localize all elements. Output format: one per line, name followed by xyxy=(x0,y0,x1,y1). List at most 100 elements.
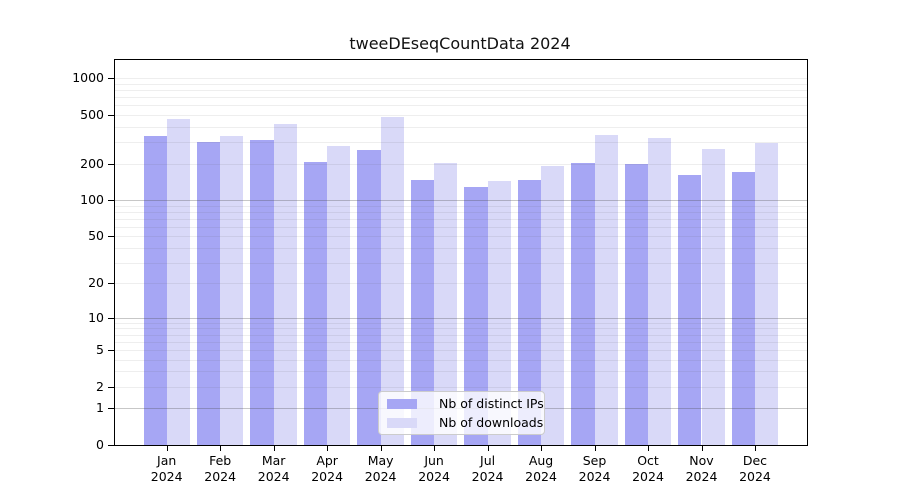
x-tick-label-apr: Apr 2024 xyxy=(311,453,344,484)
x-tick-label-jul: Jul 2024 xyxy=(471,453,504,484)
y-tick-label-20: 20 xyxy=(88,275,104,291)
y-tick-2 xyxy=(108,386,114,388)
bar-distinct-ips-nov xyxy=(678,174,702,445)
bar-downloads-aug xyxy=(541,165,565,445)
y-tick-0 xyxy=(108,445,114,446)
gridline-500 xyxy=(115,115,807,117)
x-tick-label-mar: Mar 2024 xyxy=(257,453,290,484)
x-tick-apr xyxy=(327,446,329,451)
x-tick-mar xyxy=(273,446,275,451)
gridline-60 xyxy=(115,226,807,228)
y-tick-label-5: 5 xyxy=(96,341,104,357)
y-tick-10 xyxy=(108,317,114,319)
x-tick-label-feb: Feb 2024 xyxy=(204,453,237,484)
bar-distinct-ips-jun xyxy=(410,180,435,445)
x-tick-nov xyxy=(701,446,703,451)
y-tick-label-200: 200 xyxy=(80,155,104,171)
y-tick-label-10: 10 xyxy=(88,309,104,325)
gridline-8 xyxy=(115,328,807,330)
bar-downloads-nov xyxy=(701,148,725,445)
gridline-40 xyxy=(115,247,807,249)
gridline-30 xyxy=(115,262,807,264)
legend-item-distinct-ips: Nb of distinct IPs xyxy=(387,396,544,411)
x-tick-jul xyxy=(487,446,489,451)
x-tick-label-jan: Jan 2024 xyxy=(150,453,183,484)
gridline-800 xyxy=(115,90,807,92)
x-tick-dec xyxy=(754,446,756,451)
x-tick-may xyxy=(380,446,382,451)
x-tick-jan xyxy=(166,446,168,451)
y-tick-label-2: 2 xyxy=(96,378,104,394)
bar-downloads-feb xyxy=(220,136,244,445)
bar-distinct-ips-jan xyxy=(143,136,167,445)
y-tick-label-1: 1 xyxy=(96,400,104,416)
gridline-70 xyxy=(115,218,807,220)
y-tick-100 xyxy=(108,200,114,202)
x-tick-label-oct: Oct 2024 xyxy=(632,453,664,484)
gridline-600 xyxy=(115,105,807,107)
gridline-5 xyxy=(115,349,807,351)
y-tick-label-50: 50 xyxy=(88,228,104,244)
legend-item-downloads: Nb of downloads xyxy=(387,415,543,430)
bar-distinct-ips-oct xyxy=(624,164,648,445)
legend-label-distinct-ips: Nb of distinct IPs xyxy=(439,396,544,411)
legend-swatch-distinct-ips xyxy=(387,398,417,409)
gridline-100 xyxy=(115,200,807,202)
bar-downloads-dec xyxy=(754,142,779,445)
gridline-9 xyxy=(115,322,807,324)
legend: Nb of distinct IPs Nb of downloads xyxy=(378,391,545,435)
legend-swatch-downloads xyxy=(387,417,417,428)
gridline-50 xyxy=(115,236,807,238)
gridline-10 xyxy=(115,317,807,319)
y-tick-500 xyxy=(108,115,114,117)
gridline-80 xyxy=(115,211,807,213)
x-tick-feb xyxy=(220,446,222,451)
x-tick-label-dec: Dec 2024 xyxy=(739,453,771,484)
x-tick-label-jun: Jun 2024 xyxy=(418,453,450,484)
bar-downloads-sep xyxy=(594,134,618,445)
bar-downloads-jul xyxy=(487,180,511,445)
bar-distinct-ips-feb xyxy=(196,142,221,445)
gridline-90 xyxy=(115,205,807,207)
y-tick-label-100: 100 xyxy=(80,192,104,208)
y-tick-20 xyxy=(108,283,114,285)
bar-distinct-ips-dec xyxy=(731,172,755,445)
chart-title: tweeDEseqCountData 2024 xyxy=(349,34,571,53)
bar-distinct-ips-sep xyxy=(571,162,595,445)
y-tick-1000 xyxy=(108,78,114,80)
y-tick-50 xyxy=(108,236,114,238)
gridline-900 xyxy=(115,83,807,85)
y-tick-200 xyxy=(108,163,114,165)
gridline-1000 xyxy=(115,78,807,80)
x-tick-aug xyxy=(541,446,543,451)
bar-distinct-ips-may xyxy=(357,150,381,445)
legend-label-downloads: Nb of downloads xyxy=(439,415,544,430)
gridline-700 xyxy=(115,97,807,99)
y-tick-5 xyxy=(108,349,114,351)
bar-downloads-jun xyxy=(434,162,458,445)
gridline-400 xyxy=(115,126,807,128)
y-tick-label-1000: 1000 xyxy=(72,70,104,86)
bar-distinct-ips-jul xyxy=(464,187,488,445)
bar-downloads-jan xyxy=(166,119,190,445)
gridline-20 xyxy=(115,283,807,285)
y-tick-label-500: 500 xyxy=(80,107,104,123)
bar-distinct-ips-aug xyxy=(517,180,542,445)
bar-downloads-apr xyxy=(327,146,351,445)
x-tick-label-aug: Aug 2024 xyxy=(525,453,557,484)
gridline-7 xyxy=(115,334,807,336)
gridline-4 xyxy=(115,359,807,361)
bar-downloads-mar xyxy=(273,124,297,445)
y-tick-label-0: 0 xyxy=(96,437,104,452)
x-tick-jun xyxy=(434,446,436,451)
x-tick-label-nov: Nov 2024 xyxy=(685,453,718,484)
gridline-2 xyxy=(115,386,807,388)
bar-distinct-ips-apr xyxy=(303,161,328,445)
bar-distinct-ips-mar xyxy=(250,140,274,445)
gridline-3 xyxy=(115,371,807,373)
y-tick-1 xyxy=(108,408,114,410)
gridline-200 xyxy=(115,163,807,165)
x-tick-label-sep: Sep 2024 xyxy=(578,453,611,484)
x-tick-label-may: May 2024 xyxy=(364,453,397,484)
